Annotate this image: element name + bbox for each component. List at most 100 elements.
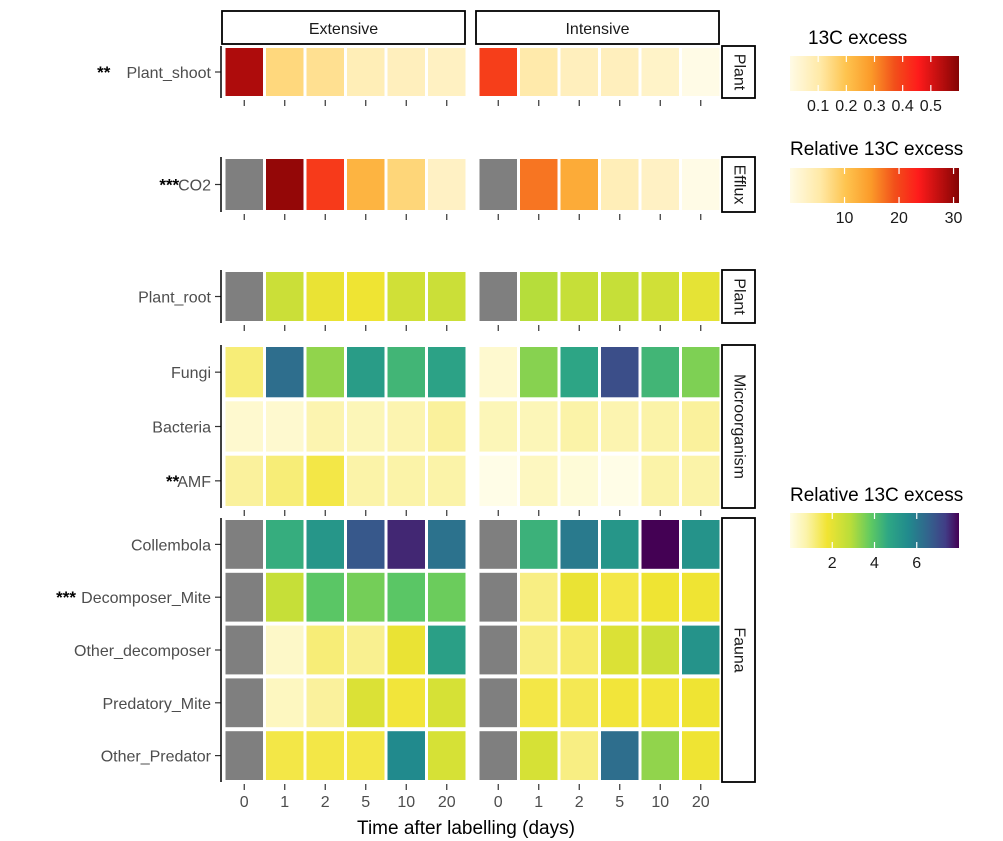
heat-cell [682,572,720,622]
legend-tick-label: 0.2 [835,98,857,115]
heat-cell [682,455,720,506]
significance-marker: ** [166,472,180,491]
x-tick-label: 5 [361,794,370,811]
heat-cell [641,48,679,96]
heat-cell [428,520,466,569]
heat-cell [306,731,344,780]
heat-cell [225,401,263,452]
heat-cell [266,731,304,780]
color-legend: Relative 13C excess 10 20 30 [790,139,963,227]
row-label: Predatory_Mite [103,696,212,713]
heat-cell [387,625,425,675]
x-tick-label: 0 [240,794,249,811]
legend-tick-label: 30 [945,210,963,227]
heat-cell [347,731,385,780]
heat-cell [225,159,263,210]
row-label: Collembola [131,537,211,554]
heat-cell [479,520,517,569]
heat-cell [560,520,598,569]
heat-cell [306,625,344,675]
facet-label: Fauna [730,627,747,672]
facet-strip: Efflux [721,156,756,213]
x-tick-label: 20 [692,794,710,811]
heat-cell [601,731,639,780]
x-tick-label: 2 [321,794,330,811]
legend-tick-label: 6 [912,555,921,572]
heat-cell [641,678,679,728]
heat-cell [347,572,385,622]
heat-cell [428,272,466,321]
panel-title: Extensive [309,21,378,38]
heat-cell [641,625,679,675]
facet-label: Efflux [730,165,747,205]
heat-cell [387,347,425,398]
facet-group-efflux [225,159,720,210]
heat-cell [641,159,679,210]
heat-cell [560,272,598,321]
facet-group-plant [225,272,720,321]
heat-cell [387,731,425,780]
heat-cell [225,520,263,569]
legend-tick-label: 20 [890,210,908,227]
heat-cell [560,401,598,452]
heat-cell [266,625,304,675]
row-label: Other_decomposer [74,643,212,660]
heat-cell [428,159,466,210]
heat-cell [266,520,304,569]
x-tick-label: 2 [575,794,584,811]
heat-cell [682,347,720,398]
heat-cell [520,347,558,398]
heat-cell [306,48,344,96]
heat-cell [225,731,263,780]
significance-marker: *** [56,588,76,607]
heat-cell [266,401,304,452]
legend-title: Relative 13C excess [790,139,963,160]
heat-cell [560,572,598,622]
heat-cell [641,520,679,569]
color-legend: 13C excess 0.1 0.2 0.3 0.4 0.5 [790,28,959,115]
legend-tick-label: 2 [828,555,837,572]
x-tick-label: 20 [438,794,456,811]
row-label: Plant_shoot [126,65,211,82]
legend-tick-label: 0.3 [863,98,885,115]
heat-cell [641,347,679,398]
heat-cell [641,455,679,506]
heat-cell [682,48,720,96]
x-tick-label: 10 [397,794,415,811]
legend-tick-label: 4 [870,555,879,572]
heat-cell [266,572,304,622]
heat-cell [479,625,517,675]
facet-label: Plant [730,54,747,91]
heat-cell [520,678,558,728]
heat-cell [641,731,679,780]
heat-cell [560,347,598,398]
heat-cell [387,678,425,728]
heat-cell [266,678,304,728]
heat-cell [306,272,344,321]
heat-cell [601,625,639,675]
heat-cell [306,455,344,506]
heat-cell [601,347,639,398]
heat-cell [682,520,720,569]
color-legend: Relative 13C excess 2 4 6 [790,485,963,572]
facet-strip: Microorganism [721,344,756,509]
heat-cell [520,159,558,210]
legend-tick-label: 0.5 [920,98,942,115]
significance-marker: *** [159,176,179,195]
x-tick-label: 5 [615,794,624,811]
heat-cell [428,731,466,780]
heat-cell [520,455,558,506]
heat-cell [601,572,639,622]
heat-cell [306,678,344,728]
heat-cell [479,455,517,506]
legend-title: Relative 13C excess [790,485,963,506]
heat-cell [601,455,639,506]
facet-group-plant [225,48,720,96]
heat-cell [428,48,466,96]
heat-cell [560,678,598,728]
heat-cell [306,347,344,398]
heat-cell [347,401,385,452]
heat-cell [682,731,720,780]
facet-group-microorganism [225,347,720,506]
legend-tick-label: 10 [836,210,854,227]
